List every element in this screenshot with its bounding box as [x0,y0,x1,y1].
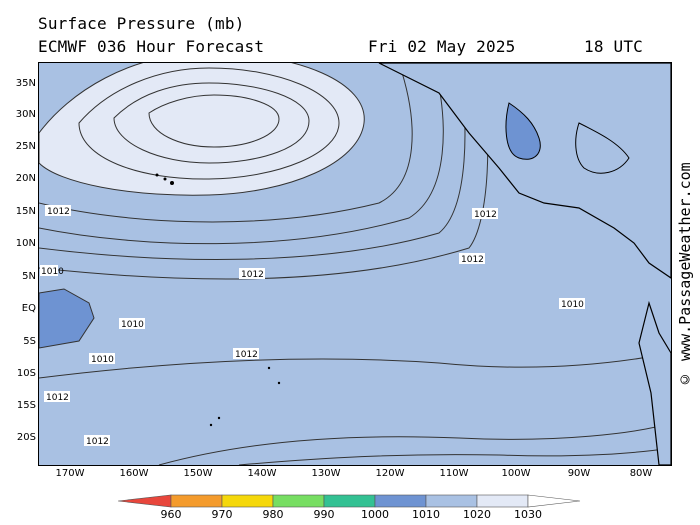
isobar-label: 1012 [235,350,258,360]
isobar-line [158,422,671,465]
isobar-line [113,82,310,164]
hawaii-island [155,173,159,177]
high-pressure-region [39,63,365,196]
gulf-of-mexico [575,122,630,174]
gulf-of-california [505,102,541,160]
isobar-line [238,447,671,465]
isobar-line [78,67,340,180]
colorbar-label: 1000 [361,508,389,521]
isobar-label-bg [119,318,145,329]
lon-label: 140W [247,468,277,479]
lon-label: 120W [375,468,405,479]
lat-label: 20N [15,173,36,184]
header-title: Surface Pressure (mb) [38,14,245,33]
isobar-label-bg [459,253,485,264]
lat-label: 10S [16,368,36,379]
header-model: ECMWF 036 Hour Forecast [38,37,265,56]
colorbar-swatch [425,494,478,508]
hawaii-island [170,181,174,185]
low-pressure-region [39,288,95,349]
lon-label: 90W [567,468,591,479]
colorbar-label: 1030 [514,508,542,521]
colorbar-swatch [272,494,325,508]
isobar-label: 1010 [91,355,114,365]
hawaii-island [163,177,167,181]
colorbar-tip-low [118,494,172,508]
lat-label: 5N [22,271,36,282]
lat-label: 15S [16,400,36,411]
isobar-label-bg [45,205,71,216]
isobar-label-bg [559,298,585,309]
lat-label: 5S [23,336,36,347]
colorbar-swatch [170,494,223,508]
map-svg: 1012 1010 1012 1012 1012 1010 1012 1010 … [39,63,671,465]
colorbar-tip-high [527,494,581,508]
isobar-label-bg [89,353,115,364]
colorbar-swatch [374,494,427,508]
isobar-line [39,63,466,260]
isobar-label: 1010 [561,300,584,310]
lat-label: 30N [15,109,36,120]
site-credit: © www.PassageWeather.com [676,162,694,388]
isobar-label-bg [84,435,110,446]
landmass-outline [378,63,671,279]
lat-label: 10N [15,238,36,249]
lon-label: 110W [439,468,469,479]
isobar-line [39,63,413,223]
colorbar-label: 980 [262,508,284,521]
isobar-label: 1012 [86,437,109,447]
isobar-label-bg [472,208,498,219]
colorbar-swatch [221,494,274,508]
isobar-label: 1012 [241,270,264,280]
lon-label: 160W [119,468,149,479]
pacific-island [267,366,271,370]
colorbar-label: 990 [313,508,335,521]
colorbar-label: 1010 [412,508,440,521]
lat-label: 15N [15,206,36,217]
colorbar-swatch [323,494,376,508]
pacific-island [217,416,221,420]
isobar-label: 1012 [474,210,497,220]
lon-label: 100W [501,468,531,479]
colorbar [118,494,581,508]
lon-label: 130W [311,468,341,479]
isobar-label: 1012 [46,393,69,403]
lat-label: 20S [16,432,36,443]
pacific-island [277,381,281,385]
isobar-label-bg [233,348,259,359]
colorbar-label: 970 [211,508,233,521]
isobar-label-bg [239,268,265,279]
header-time: 18 UTC [584,37,643,56]
pressure-map: 1012 1010 1012 1012 1012 1010 1012 1010 … [38,62,672,466]
isobar-line [39,352,671,379]
colorbar-swatch [476,494,529,508]
isobar-line [148,94,280,148]
lon-label: 80W [629,468,653,479]
lat-label: 35N [15,78,36,89]
lon-label: 150W [183,468,213,479]
pacific-island [209,423,213,427]
colorbar-label: 960 [160,508,182,521]
isobar-label-bg [44,391,70,402]
lat-label: EQ [21,303,36,314]
isobar-line [39,63,444,245]
isobar-label: 1010 [41,267,64,277]
header-date: Fri 02 May 2025 [368,37,516,56]
lon-label: 170W [55,468,85,479]
south-america-outline [638,300,671,465]
lat-label: 25N [15,141,36,152]
isobar-label: 1010 [121,320,144,330]
isobar-label: 1012 [461,255,484,265]
isobar-label: 1012 [47,207,70,217]
colorbar-label: 1020 [463,508,491,521]
isobar-label-bg [40,265,58,276]
